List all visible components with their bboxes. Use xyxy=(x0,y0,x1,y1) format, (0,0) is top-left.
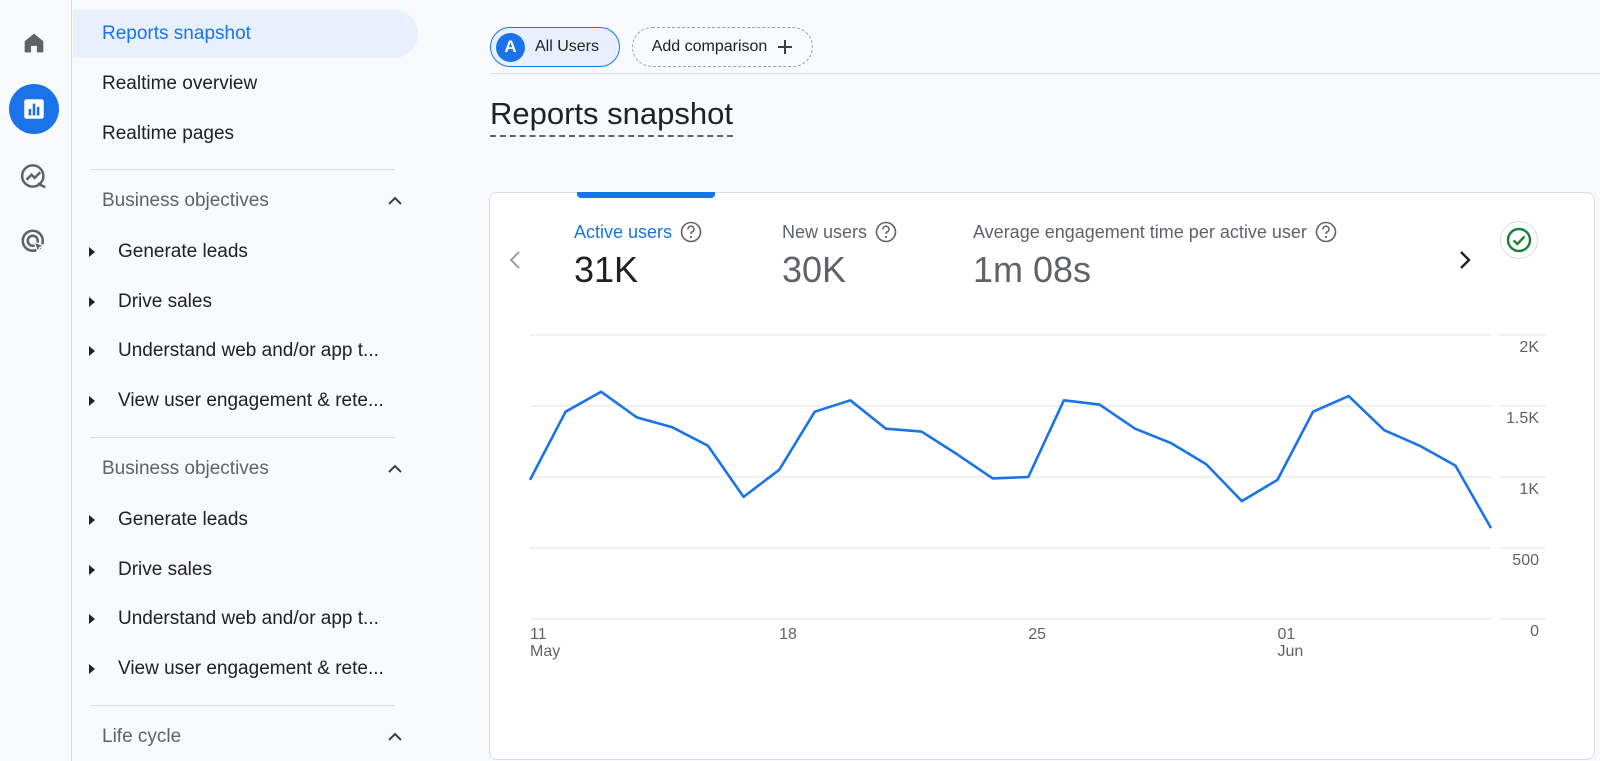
nav-item-reports-snapshot[interactable]: Reports snapshot xyxy=(73,10,418,58)
nav-item-generate-leads[interactable]: Generate leads xyxy=(88,232,408,272)
nav-item-drive-sales[interactable]: Drive sales xyxy=(88,282,408,322)
active-users-series-line xyxy=(528,390,1493,529)
y-tick-label: 2K xyxy=(1519,339,1539,356)
divider xyxy=(90,169,395,170)
caret-right-icon xyxy=(88,515,118,525)
check-circle-icon[interactable] xyxy=(1500,221,1538,259)
help-icon[interactable] xyxy=(875,221,897,243)
metric-label: New users xyxy=(782,221,868,242)
x-tick-label: 11 xyxy=(530,626,547,643)
caret-right-icon xyxy=(88,346,118,356)
nav-item-label: Drive sales xyxy=(118,291,212,312)
nav-item-label: Realtime overview xyxy=(102,73,258,94)
chevron-up-icon xyxy=(388,732,402,741)
caret-right-icon xyxy=(88,664,118,674)
advertising-icon[interactable] xyxy=(9,217,59,267)
nav-item-label: Realtime pages xyxy=(102,123,235,144)
section-header-business-objectives[interactable]: Business objectives xyxy=(102,181,402,221)
comparison-label: All Users xyxy=(535,38,600,55)
nav-item-understand-web[interactable]: Understand web and/or app t... xyxy=(88,599,408,639)
nav-item-label: Drive sales xyxy=(118,559,212,580)
active-tab-indicator xyxy=(577,192,715,198)
chevron-up-icon xyxy=(388,464,402,473)
reports-nav: Reports snapshot Realtime overview Realt… xyxy=(73,0,428,761)
y-tick-label: 500 xyxy=(1512,552,1539,569)
main-content: A All Users Add comparison Reports snaps… xyxy=(428,0,1600,761)
metric-avg-engagement-time[interactable]: Average engagement time per active user … xyxy=(973,221,1337,291)
x-tick-label: 01 xyxy=(1277,626,1295,643)
metric-value: 31K xyxy=(574,249,639,290)
nav-item-label: Generate leads xyxy=(118,241,248,262)
nav-item-label: View user engagement & rete... xyxy=(118,658,384,679)
chevron-up-icon xyxy=(388,196,402,205)
nav-item-label: Generate leads xyxy=(118,509,248,530)
nav-item-view-user-engagement[interactable]: View user engagement & rete... xyxy=(88,649,408,689)
plus-icon xyxy=(778,40,793,54)
nav-item-label: View user engagement & rete... xyxy=(118,390,384,411)
chevron-right-icon[interactable] xyxy=(1450,245,1480,275)
chevron-left-icon[interactable] xyxy=(500,245,530,275)
caret-right-icon xyxy=(88,247,118,257)
divider xyxy=(90,705,395,706)
metric-label: Active users xyxy=(574,221,673,242)
y-tick-label: 1K xyxy=(1519,481,1539,498)
avatar: A xyxy=(496,32,525,62)
header-divider xyxy=(490,73,1600,74)
caret-right-icon xyxy=(88,396,118,406)
section-title: Business objectives xyxy=(102,190,269,211)
section-title: Business objectives xyxy=(102,458,269,479)
help-icon[interactable] xyxy=(1315,221,1337,243)
nav-item-label: Understand web and/or app t... xyxy=(118,340,379,361)
nav-item-realtime-overview[interactable]: Realtime overview xyxy=(73,60,418,108)
page-title[interactable]: Reports snapshot xyxy=(490,96,733,137)
x-tick-label: 18 xyxy=(779,626,797,643)
metric-label: Average engagement time per active user xyxy=(973,221,1307,242)
reports-icon[interactable] xyxy=(9,84,59,134)
y-tick-label: 1.5K xyxy=(1506,410,1539,427)
x-tick-month-label: Jun xyxy=(1277,643,1303,660)
caret-right-icon xyxy=(88,565,118,575)
add-comparison-label: Add comparison xyxy=(651,38,768,55)
home-icon[interactable] xyxy=(9,18,59,68)
metric-value: 30K xyxy=(782,249,847,290)
nav-item-drive-sales[interactable]: Drive sales xyxy=(88,550,408,590)
metric-value: 1m 08s xyxy=(973,249,1092,290)
comparison-chip-all-users[interactable]: A All Users xyxy=(490,27,620,67)
nav-item-label: Reports snapshot xyxy=(102,23,251,44)
nav-item-view-user-engagement[interactable]: View user engagement & rete... xyxy=(88,381,408,421)
explore-icon[interactable] xyxy=(9,151,59,201)
x-tick-label: 25 xyxy=(1028,626,1046,643)
help-icon[interactable] xyxy=(680,221,702,243)
nav-item-label: Understand web and/or app t... xyxy=(118,608,379,629)
nav-item-understand-web[interactable]: Understand web and/or app t... xyxy=(88,331,408,371)
x-tick-month-label: May xyxy=(530,643,560,660)
divider xyxy=(90,437,395,438)
section-title: Life cycle xyxy=(102,726,182,747)
section-header-life-cycle[interactable]: Life cycle xyxy=(102,717,402,757)
metric-new-users[interactable]: New users 30K xyxy=(782,221,897,291)
section-header-business-objectives[interactable]: Business objectives xyxy=(102,449,402,489)
metric-active-users[interactable]: Active users 31K xyxy=(574,221,702,291)
left-rail xyxy=(0,0,72,761)
metrics-card: Active users 31K New users 30K Average e… xyxy=(489,192,1595,760)
nav-item-generate-leads[interactable]: Generate leads xyxy=(88,500,408,540)
nav-item-realtime-pages[interactable]: Realtime pages xyxy=(73,110,418,158)
caret-right-icon xyxy=(88,614,118,624)
caret-right-icon xyxy=(88,297,118,307)
add-comparison-button[interactable]: Add comparison xyxy=(632,27,813,67)
y-tick-label: 0 xyxy=(1530,623,1539,640)
